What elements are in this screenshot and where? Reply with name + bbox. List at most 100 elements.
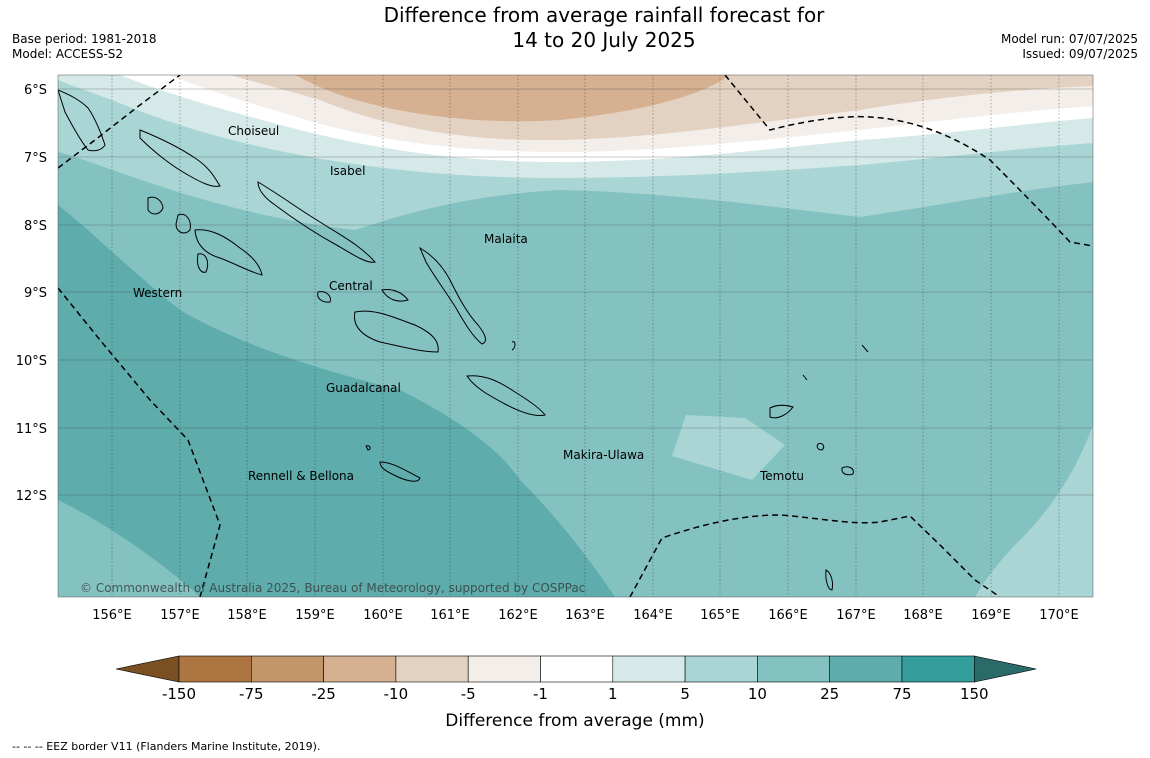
province-label-malaita: Malaita [484,232,528,246]
colorbar-tick-label: -75 [239,685,264,703]
colorbar-tick-label: -5 [461,685,476,703]
meta-right: Model run: 07/07/2025 Issued: 09/07/2025 [1001,32,1138,62]
colorbar-tick-label: -25 [311,685,336,703]
colorbar: -150 -75 -25 -10 -5 -1 1 5 10 25 75 150 Difference … [115,655,1037,731]
colorbar-swatches [115,655,1037,683]
colorbar-swatch [684,655,758,683]
island-rendova [197,253,209,273]
graticule [111,75,1060,597]
colorbar-ticks: -150 -75 -25 -10 -5 -1 1 5 10 25 75 150 [162,685,989,703]
colorbar-tick-label: 150 [960,685,989,703]
island-isabel [257,181,376,263]
colorbar-swatch [323,655,397,683]
lat-label: 6°S [24,83,47,98]
islands [58,89,869,591]
colorbar-tick-label: 1 [608,685,618,703]
lon-label: 169°E [971,608,1011,623]
province-labels: Choiseul Isabel Malaita Western Central … [133,124,804,483]
colorbar-tick-label: 75 [892,685,911,703]
colorbar-tick-label: -150 [162,685,196,703]
island-bougainville [58,89,106,152]
island-choiseul [139,129,221,187]
model-run: Model run: 07/07/2025 [1000,32,1138,46]
colorbar-tick-label: 25 [820,685,839,703]
island-russell [381,289,409,302]
lat-label: 11°S [16,422,47,437]
province-label-western: Western [133,286,182,300]
lon-label: 167°E [836,608,876,623]
lon-label: 156°E [92,608,132,623]
province-label-guadalcanal: Guadalcanal [326,381,401,395]
island-florida [317,291,331,303]
colorbar-tick-label: -10 [384,685,409,703]
lon-label: 168°E [903,608,943,623]
map-frame [57,74,1094,598]
island-santa-cruz [769,404,794,419]
lon-label: 157°E [160,608,200,623]
island-sikaiana [861,344,869,353]
island-bellona [365,445,371,451]
copyright-notice: © Commonwealth of Australia 2025, Bureau… [80,581,585,595]
colorbar-tick-label: 10 [748,685,767,703]
latitude-lines [58,88,1093,496]
lon-label: 162°E [498,608,538,623]
colorbar-swatch [467,655,541,683]
lat-label: 9°S [24,286,47,301]
colorbar-swatch [178,655,252,683]
island-rennell [379,461,421,482]
issued-date: Issued: 09/07/2025 [1022,47,1138,61]
island-utupua [816,443,825,451]
band-25-75 [58,205,615,597]
lon-label: 159°E [295,608,335,623]
island-guadalcanal [353,310,439,353]
island-ontong [511,341,516,351]
island-vanikoro [841,466,854,476]
eez-footnote: -- -- -- EEZ border V11 (Flanders Marine… [12,740,321,753]
colorbar-title: Difference from average (mm) [445,711,704,731]
longitude-labels: 156°E 157°E 158°E 159°E 160°E 161°E 162°… [92,608,1079,623]
lat-label: 7°S [24,151,47,166]
lon-label: 165°E [700,608,740,623]
lon-label: 158°E [227,608,267,623]
province-label-temotu: Temotu [759,469,804,483]
colorbar-swatch [612,655,686,683]
lat-label: 10°S [16,354,47,369]
island-vella [147,196,164,215]
base-period: Base period: 1981-2018 [12,32,157,46]
band-se-patch [975,425,1093,597]
lat-label: 12°S [16,489,47,504]
province-label-central: Central [329,279,373,293]
colorbar-swatch [901,655,975,683]
colorbar-extend-low [115,655,180,683]
model-name: Model: ACCESS-S2 [12,47,124,61]
eez-border [58,75,1093,597]
colorbar-swatch [757,655,831,683]
province-label-rennell-bellona: Rennell & Bellona [248,469,354,483]
province-label-choiseul: Choiseul [228,124,279,138]
island-duff [802,374,808,381]
colorbar-swatch [251,655,324,683]
province-label-isabel: Isabel [330,164,365,178]
island-malaita [418,246,486,345]
lon-label: 160°E [363,608,403,623]
province-label-makira-ulawa: Makira-Ulawa [563,448,644,462]
lon-label: 163°E [565,608,605,623]
band-sw-strip [58,500,200,597]
island-tikopia [825,569,833,591]
title-line-2: 14 to 20 July 2025 [512,28,696,52]
lon-label: 164°E [633,608,673,623]
island-kolombangara [175,213,191,234]
colorbar-tick-label: 5 [680,685,690,703]
lon-label: 170°E [1039,608,1079,623]
lon-label: 161°E [430,608,470,623]
colorbar-swatch [829,655,903,683]
latitude-labels: 6°S 7°S 8°S 9°S 10°S 11°S 12°S [16,83,47,504]
island-new-georgia [194,229,263,276]
island-makira [466,375,546,416]
colorbar-extend-high [973,655,1037,683]
rainfall-map: © Commonwealth of Australia 2025, Bureau… [58,75,1093,597]
colorbar-tick-label: -1 [533,685,548,703]
map-title: Difference from average rainfall forecas… [300,3,908,53]
lon-label: 166°E [768,608,808,623]
